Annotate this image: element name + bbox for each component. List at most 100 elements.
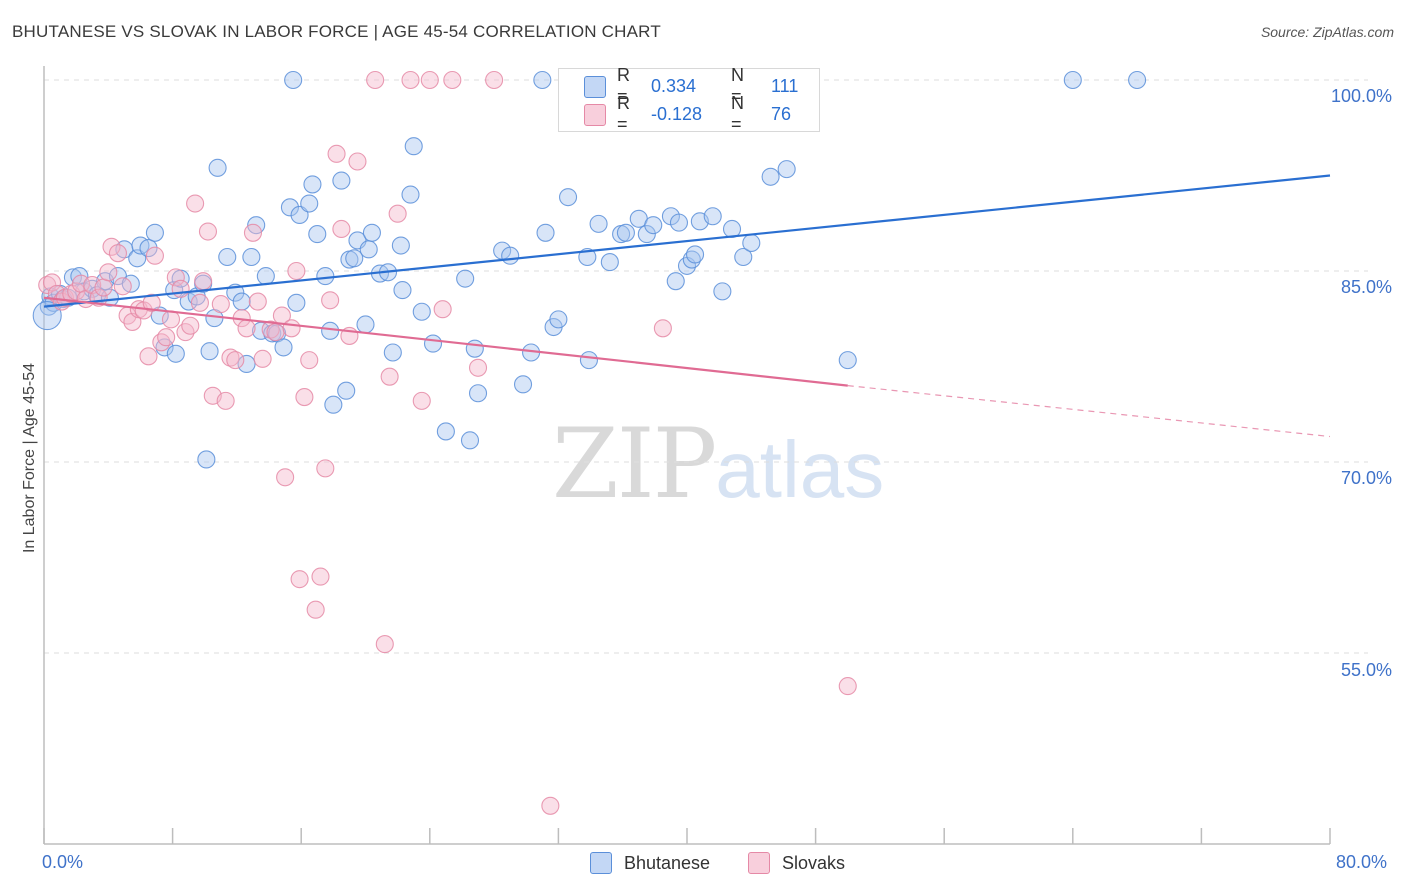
data-point (412, 302, 431, 321)
data-point (600, 253, 619, 272)
data-point (666, 272, 685, 291)
data-point (145, 246, 164, 265)
x-tick-label: 0.0% (42, 852, 84, 872)
data-point (536, 223, 555, 242)
data-point (221, 348, 240, 367)
data-point (303, 175, 322, 194)
data-point (161, 310, 181, 329)
data-point (256, 267, 275, 286)
legend-swatch-blue (584, 76, 606, 98)
data-point (280, 198, 299, 217)
data-point (685, 245, 705, 264)
data-point (108, 244, 127, 263)
data-point (42, 273, 62, 292)
data-point (211, 295, 230, 314)
legend-item-slovaks: Slovaks (748, 852, 845, 874)
data-point (838, 677, 857, 696)
legend-n-value: 76 (771, 103, 792, 124)
trend-line (43, 174, 1331, 308)
chart-title: BHUTANESE VS SLOVAK IN LABOR FORCE | AGE… (12, 22, 661, 41)
data-point (94, 278, 113, 297)
data-point (501, 246, 520, 265)
data-point (284, 70, 303, 90)
data-point (253, 349, 272, 368)
data-point (485, 70, 504, 90)
data-point (589, 214, 608, 233)
data-point (734, 247, 753, 267)
data-point (226, 351, 245, 370)
data-point (276, 468, 295, 487)
data-point (266, 323, 285, 342)
data-point (401, 185, 420, 204)
data-point (533, 70, 552, 90)
stats-legend: R = 0.334 N = 111 R = -0.128 N = 76 (558, 65, 820, 134)
legend-n-value: 111 (771, 75, 799, 96)
y-tick-label: 70.0% (1340, 468, 1392, 488)
legend-label: Bhutanese (624, 852, 711, 873)
data-point (166, 268, 185, 287)
data-point (456, 269, 475, 288)
data-point (616, 223, 635, 242)
data-point (194, 272, 213, 291)
data-point (287, 261, 306, 281)
data-point (713, 282, 732, 301)
data-point (375, 635, 394, 654)
data-point (295, 388, 314, 407)
data-point (468, 358, 488, 377)
data-point (644, 216, 663, 235)
data-point (549, 310, 568, 329)
data-point (1128, 70, 1147, 90)
data-point (391, 236, 410, 255)
data-point (300, 351, 319, 370)
data-points (32, 70, 1147, 815)
data-point (32, 301, 62, 331)
data-point (300, 194, 319, 213)
y-tick-label: 55.0% (1340, 660, 1392, 680)
data-point (412, 391, 431, 410)
data-point (139, 239, 158, 258)
legend-label: Slovaks (782, 852, 846, 873)
data-point (142, 293, 161, 312)
data-point (637, 225, 656, 244)
legend-r-label: R = (617, 93, 630, 134)
axes (43, 66, 1331, 845)
data-point (218, 247, 237, 267)
data-point (393, 281, 412, 300)
data-point (558, 188, 578, 207)
watermark-atlas: atlas (715, 425, 885, 514)
data-point (200, 342, 219, 361)
legend-r-value: -0.128 (651, 103, 703, 124)
y-tick-label: 100.0% (1330, 86, 1392, 106)
data-point (166, 344, 185, 363)
data-point (436, 422, 455, 441)
data-point (401, 70, 420, 90)
data-point (348, 152, 367, 171)
data-point (443, 70, 462, 90)
data-point (468, 384, 488, 403)
watermark: ZIPatlas (552, 408, 884, 520)
data-point (761, 167, 780, 186)
data-point (287, 293, 306, 312)
data-point (324, 395, 343, 414)
data-point (198, 222, 218, 241)
data-point (181, 316, 200, 335)
legend-r-label: R = (617, 65, 630, 106)
legend-swatch-blue (590, 852, 612, 874)
data-point (682, 250, 701, 269)
data-point (653, 319, 672, 338)
y-tick-label: 85.0% (1340, 277, 1392, 297)
trend-lines (43, 174, 1331, 438)
data-point (243, 223, 263, 242)
data-point (838, 351, 857, 370)
data-point (197, 450, 216, 469)
data-point (541, 796, 560, 815)
legend-n-label: N = (731, 65, 744, 106)
data-point (404, 137, 423, 156)
source-label: Source: ZipAtlas.com (1260, 24, 1394, 40)
data-point (359, 240, 378, 259)
trend-line (43, 296, 848, 387)
data-point (669, 213, 689, 232)
data-point (465, 339, 484, 358)
data-point (366, 70, 385, 90)
